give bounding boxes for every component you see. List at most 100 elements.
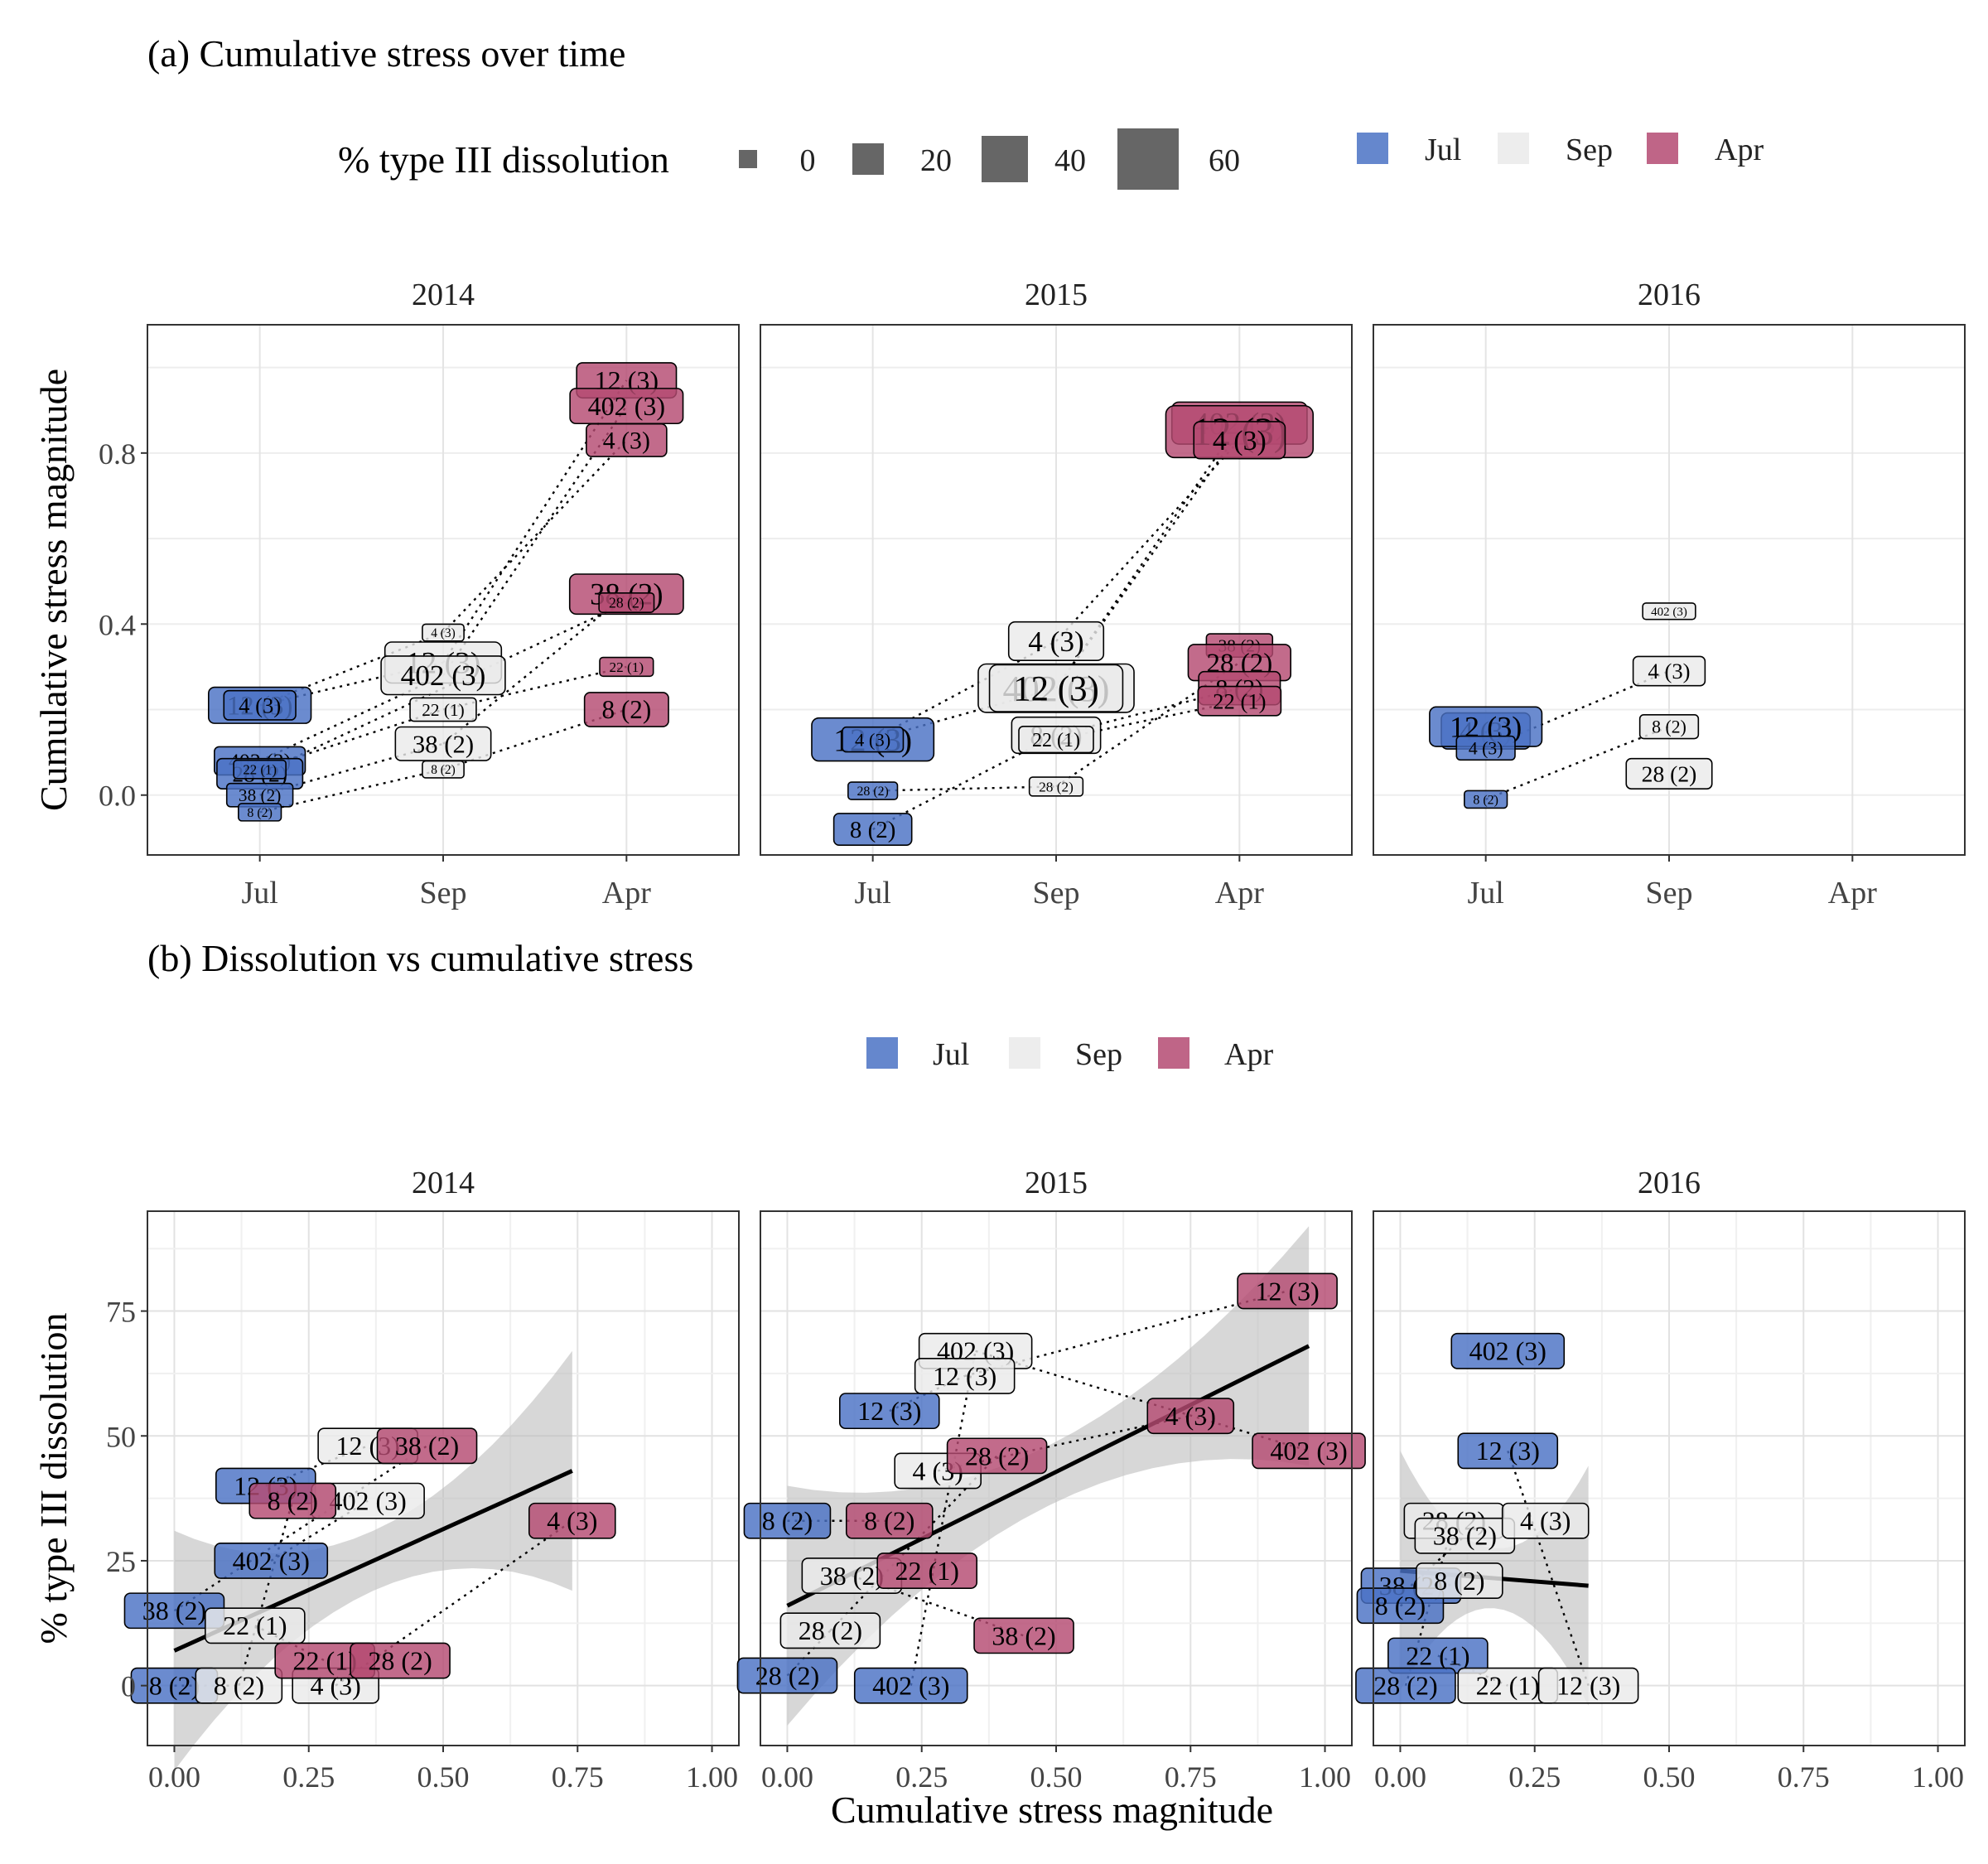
size-legend-key — [982, 136, 1028, 182]
point-label: 22 (1) — [422, 700, 464, 720]
data-point-sep: 402 (3) — [380, 655, 506, 696]
point-label: 8 (2) — [1652, 717, 1686, 737]
connector-line — [442, 405, 628, 676]
point-label: 28 (2) — [799, 1615, 862, 1645]
data-point-apr: 38 (2) — [973, 1617, 1074, 1654]
point-box — [853, 1667, 968, 1704]
point-label: 38 (2) — [992, 1620, 1055, 1650]
data-point-jul: 38 (2) — [225, 782, 294, 808]
data-point-sep: 4 (3) — [1632, 655, 1706, 687]
size-legend-key — [1117, 128, 1179, 190]
point-label: 28 (2) — [1373, 1671, 1437, 1701]
data-point-sep: 22 (1) — [409, 697, 477, 722]
fill-legend-label-jul: Jul — [933, 1037, 969, 1072]
data-point-sep: 28 (2) — [1028, 776, 1084, 797]
fill-legend-label-sep: Sep — [1075, 1037, 1122, 1072]
data-point-sep: 22 (1) — [1457, 1667, 1559, 1704]
x-axis-label-b: Cumulative stress magnitude — [831, 1789, 1273, 1831]
point-label: 8 (2) — [149, 1671, 200, 1701]
fill-legend-label-apr: Apr — [1224, 1037, 1273, 1072]
data-point-jul: 28 (2) — [1355, 1667, 1456, 1704]
data-point-sep: 8 (2) — [195, 1667, 283, 1704]
point-box — [842, 726, 905, 753]
point-label: 22 (1) — [243, 761, 277, 777]
point-box — [779, 1612, 881, 1649]
point-label: 4 (3) — [1469, 738, 1503, 758]
point-box — [1501, 1502, 1590, 1539]
point-box — [914, 1358, 1016, 1394]
size-legend-key — [852, 143, 884, 175]
point-box — [1028, 776, 1084, 797]
data-point-apr: 22 (1) — [876, 1553, 978, 1589]
point-label: 4 (3) — [1028, 625, 1084, 658]
point-box — [1193, 421, 1286, 460]
point-box — [1537, 1667, 1639, 1704]
connector-line — [964, 1290, 1288, 1378]
point-box — [736, 1657, 838, 1694]
point-box — [205, 1607, 306, 1644]
point-label: 4 (3) — [1165, 1401, 1216, 1431]
point-label: 8 (2) — [247, 806, 272, 820]
panel-a-title: (a) Cumulative stress over time — [147, 32, 625, 75]
point-label: 28 (2) — [755, 1660, 819, 1690]
point-label: 28 (2) — [965, 1441, 1029, 1470]
data-point-jul: 4 (3) — [842, 726, 905, 753]
point-label: 22 (1) — [1406, 1640, 1469, 1670]
point-label: 402 (3) — [401, 659, 486, 692]
data-point-jul: 28 (2) — [736, 1657, 838, 1694]
data-point-jul: 402 (3) — [214, 1543, 329, 1579]
x-tick-label: Jul — [241, 876, 277, 910]
data-point-sep: 4 (3) — [422, 623, 465, 642]
x-tick-label: 0.50 — [1643, 1760, 1696, 1794]
point-label: 38 (2) — [142, 1596, 206, 1625]
data-point-sep: 4 (3) — [1501, 1502, 1590, 1539]
x-tick-label: 1.00 — [686, 1760, 738, 1794]
point-label: 12 (3) — [857, 1396, 921, 1426]
x-tick-label: 0.00 — [761, 1760, 813, 1794]
data-point-apr: 402 (3) — [569, 388, 684, 425]
data-point-apr: 8 (2) — [248, 1482, 337, 1519]
panel-a-plots: Cumulative stress magnitude 2014 12 (3) 4 (… — [32, 278, 1966, 910]
point-box — [1632, 655, 1706, 687]
data-point-sep: 22 (1) — [1018, 726, 1094, 754]
point-label: 8 (2) — [850, 817, 895, 843]
data-point-apr: 4 (3) — [586, 423, 668, 457]
point-label: 4 (3) — [239, 693, 281, 717]
point-box — [1252, 1432, 1366, 1470]
facet-strip-label: 2015 — [1025, 1166, 1088, 1200]
x-tick-label: 0.25 — [1508, 1760, 1561, 1794]
x-tick-label: Apr — [1828, 876, 1877, 910]
x-tick-label: Apr — [602, 876, 651, 910]
legend-a: % type III dissolution 0 20 40 60 Jul Sep Apr — [338, 128, 1764, 190]
point-box — [946, 1437, 1048, 1475]
connector-line — [1055, 439, 1241, 642]
point-label: 8 (2) — [1434, 1566, 1484, 1596]
point-box — [1450, 1332, 1566, 1369]
data-point-jul: 8 (2) — [832, 813, 913, 846]
point-box — [1455, 735, 1516, 761]
size-legend-key — [739, 150, 757, 168]
point-label: 12 (3) — [933, 1361, 996, 1391]
point-label: 8 (2) — [601, 695, 651, 724]
point-box — [1457, 1432, 1559, 1470]
x-tick-label: Jul — [1467, 876, 1503, 910]
point-label: 402 (3) — [233, 1546, 310, 1576]
point-box — [988, 664, 1124, 712]
point-box — [1642, 602, 1696, 621]
x-tick-label: 0.75 — [1165, 1760, 1217, 1794]
point-label: 8 (2) — [431, 763, 456, 777]
data-point-sep: 402 (3) — [311, 1482, 425, 1519]
data-point-jul: 4 (3) — [1455, 735, 1516, 761]
x-tick-label: Apr — [1215, 876, 1264, 910]
point-label: 4 (3) — [855, 729, 890, 750]
fill-legend-key-jul — [866, 1037, 898, 1069]
point-box — [223, 689, 297, 721]
size-legend-label: 40 — [1054, 143, 1086, 178]
point-box — [583, 692, 669, 727]
point-box — [248, 1482, 337, 1519]
data-point-apr: 28 (2) — [946, 1437, 1048, 1475]
data-point-sep: 22 (1) — [205, 1607, 306, 1644]
x-tick-label: Sep — [1033, 876, 1080, 910]
point-label: 402 (3) — [872, 1671, 949, 1701]
